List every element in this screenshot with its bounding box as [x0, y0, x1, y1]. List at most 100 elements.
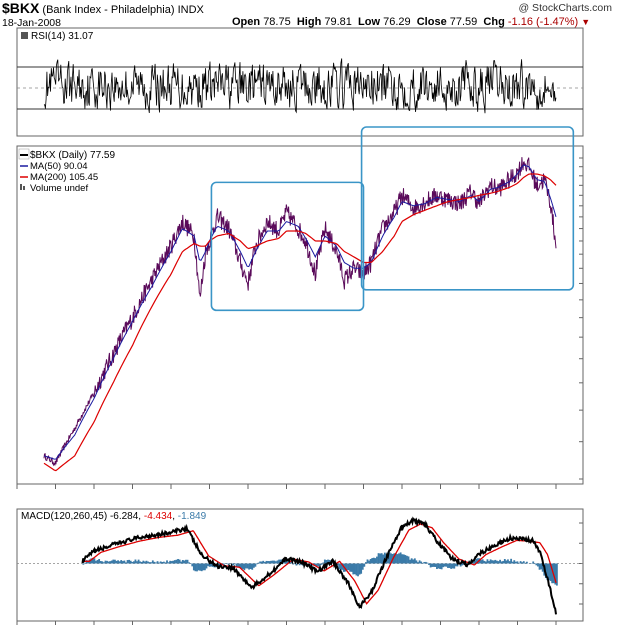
- macd-histogram-bar: [186, 559, 189, 564]
- hist-value: -1.849: [178, 511, 207, 522]
- macd-histogram-bar: [494, 559, 497, 564]
- macd-histogram-bar: [90, 558, 93, 564]
- macd-histogram-bar: [233, 563, 236, 565]
- macd-histogram-bar: [240, 563, 243, 569]
- macd-histogram-bar: [418, 560, 421, 564]
- macd-histogram-bar: [200, 563, 203, 572]
- macd-histogram-bar: [486, 559, 489, 564]
- macd-histogram-bar: [180, 561, 183, 564]
- macd-histogram-bar: [372, 557, 375, 564]
- chg-value: -1.16 (-1.47%): [507, 16, 579, 28]
- macd-histogram-bar: [260, 561, 263, 564]
- macd-histogram-bar: [344, 563, 347, 572]
- macd-histogram-bar: [431, 563, 434, 567]
- macd-histogram-bar: [150, 562, 153, 564]
- macd-histogram-bar: [107, 561, 110, 564]
- macd-histogram-bar: [134, 559, 137, 564]
- macd-histogram-bar: [409, 559, 411, 564]
- macd-histogram-bar: [328, 559, 331, 564]
- macd-histogram-bar: [156, 561, 159, 564]
- signal-value: -4.434: [144, 511, 173, 522]
- macd-histogram-bar: [361, 563, 364, 570]
- macd-histogram-bar: [492, 560, 495, 564]
- macd-histogram-bar: [549, 563, 552, 581]
- macd-histogram-bar: [112, 559, 115, 564]
- macd-histogram-bar: [121, 561, 124, 564]
- low-label: Low: [358, 16, 381, 28]
- macd-histogram-bar: [522, 561, 525, 564]
- macd-histogram-bar: [535, 563, 538, 566]
- macd-histogram-bar: [500, 561, 503, 564]
- macd-histogram-bar: [420, 561, 423, 564]
- macd-histogram-bar: [532, 561, 535, 564]
- macd-histogram-bar: [109, 561, 112, 564]
- macd-histogram-bar: [508, 561, 511, 564]
- macd-sep-2: ,: [172, 511, 178, 522]
- macd-histogram-bar: [491, 560, 494, 564]
- macd-histogram-bar: [82, 563, 85, 565]
- macd-histogram-bar: [153, 561, 156, 564]
- three-peaks-box: [210, 181, 365, 312]
- macd-histogram-bar: [263, 562, 266, 564]
- macd-histogram-bar: [164, 562, 167, 564]
- macd-histogram-bar: [551, 563, 554, 584]
- price-series-line: [43, 157, 557, 467]
- macd-histogram-bar: [265, 560, 268, 564]
- macd-histogram-bar: [125, 562, 127, 564]
- macd-histogram-bar: [371, 558, 374, 564]
- macd-histogram-bar: [390, 553, 393, 564]
- macd-histogram-bar: [556, 563, 558, 586]
- symbol-name: (Bank Index - Philadelphia): [42, 4, 175, 16]
- legend-volume-swatch: [20, 184, 22, 190]
- macd-histogram-bar: [137, 559, 140, 564]
- macd-histogram-bar: [513, 560, 516, 564]
- macd-histogram-bar: [496, 560, 498, 564]
- macd-histogram-bar: [402, 554, 405, 564]
- macd-histogram-bar: [170, 561, 173, 564]
- macd-histogram-bar: [110, 560, 113, 564]
- macd-histogram-bar: [448, 563, 451, 568]
- macd-histogram-bar: [417, 562, 419, 564]
- macd-histogram-bar: [241, 563, 244, 570]
- symbol: $BKX: [2, 0, 40, 16]
- macd-histogram-bar: [207, 563, 209, 567]
- macd-histogram-bar: [279, 559, 282, 564]
- macd-histogram-bar: [155, 562, 157, 564]
- high-value: 79.81: [324, 16, 352, 28]
- macd-histogram-bar: [503, 559, 506, 564]
- macd-histogram-bar: [188, 562, 191, 564]
- macd-histogram-bar: [275, 561, 277, 564]
- macd-histogram-bar: [451, 563, 454, 569]
- ma200-series-line: [43, 173, 557, 472]
- macd-histogram-bar: [453, 563, 456, 569]
- macd-histogram-bar: [226, 563, 228, 565]
- macd-histogram-bar: [394, 553, 397, 564]
- macd-histogram-bar: [309, 563, 312, 567]
- macd-histogram-bar: [99, 561, 102, 564]
- macd-histogram-bar: [243, 563, 246, 571]
- macd-histogram-bar: [388, 552, 391, 564]
- macd-histogram-bar: [554, 563, 557, 585]
- macd-histogram-bar: [232, 563, 235, 566]
- macd-histogram-bar: [172, 560, 175, 564]
- macd-histogram-bar: [368, 560, 370, 564]
- macd-histogram-bar: [194, 563, 197, 572]
- macd-histogram-bar: [289, 562, 292, 564]
- macd-histogram-bar: [325, 560, 328, 564]
- macd-histogram-bar: [202, 563, 205, 571]
- macd-histogram-bar: [406, 555, 408, 564]
- macd-histogram-bar: [538, 563, 541, 570]
- macd-histogram-bar: [514, 561, 517, 564]
- macd-histogram-bar: [169, 560, 172, 564]
- macd-histogram-bar: [346, 563, 348, 571]
- macd-histogram-bar: [256, 563, 258, 565]
- macd-histogram-bar: [347, 563, 350, 571]
- high-label: High: [296, 16, 322, 28]
- macd-histogram-bar: [270, 560, 273, 564]
- macd-histogram-bar: [101, 561, 104, 564]
- macd-histogram-bar: [131, 561, 134, 564]
- macd-histogram-bar: [290, 561, 293, 564]
- macd-histogram-bar: [148, 562, 151, 564]
